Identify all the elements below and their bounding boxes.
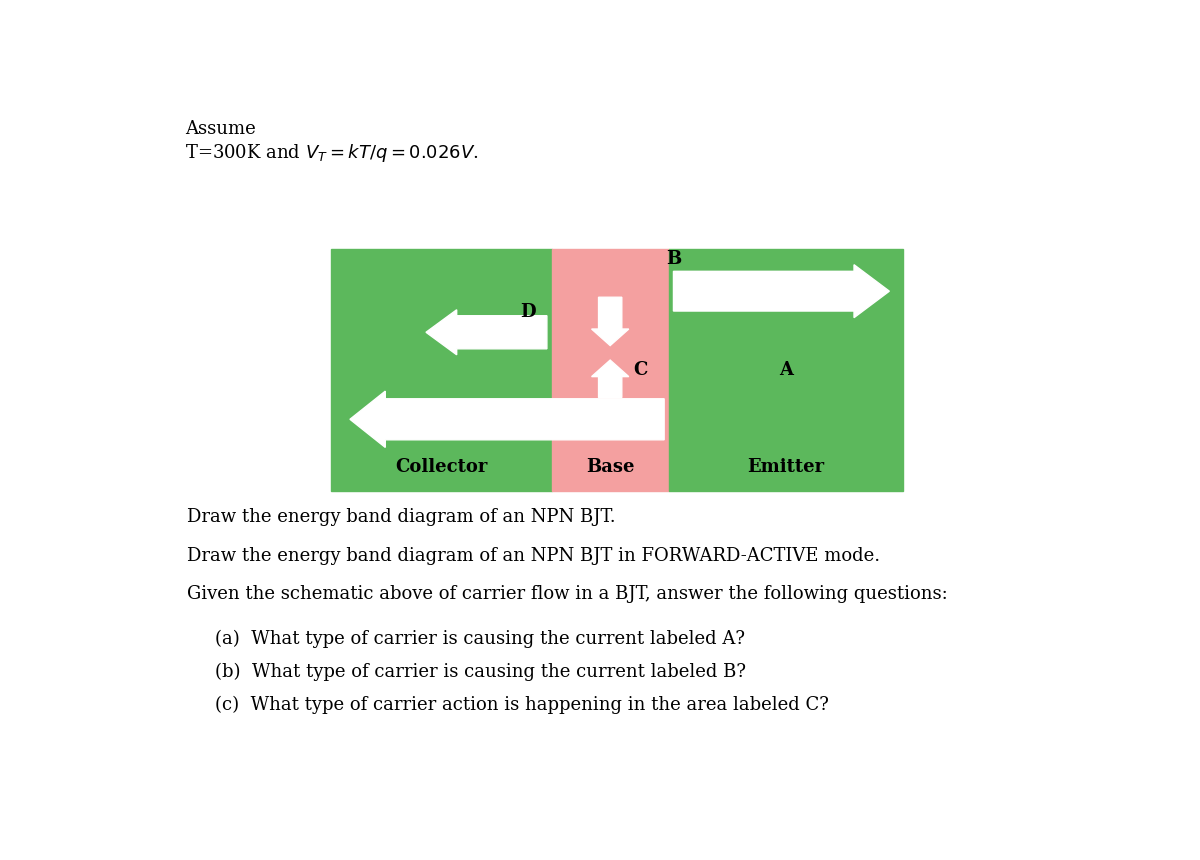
Text: Draw the energy band diagram of an NPN BJT in FORWARD-ACTIVE mode.: Draw the energy band diagram of an NPN B…	[187, 547, 881, 565]
Text: Collector: Collector	[395, 458, 487, 476]
Text: T=300K and $V_T = kT/q = 0.026V$.: T=300K and $V_T = kT/q = 0.026V$.	[185, 142, 479, 163]
Text: Base: Base	[586, 458, 635, 476]
Text: Given the schematic above of carrier flow in a BJT, answer the following questio: Given the schematic above of carrier flo…	[187, 586, 948, 603]
Text: Draw the energy band diagram of an NPN BJT.: Draw the energy band diagram of an NPN B…	[187, 508, 616, 526]
Bar	[331, 249, 552, 490]
FancyArrow shape	[592, 298, 629, 346]
FancyArrow shape	[592, 360, 629, 397]
FancyArrow shape	[673, 265, 889, 317]
Text: (a)  What type of carrier is causing the current labeled A?: (a) What type of carrier is causing the …	[215, 630, 745, 648]
FancyArrow shape	[350, 391, 664, 447]
Text: (c)  What type of carrier action is happening in the area labeled C?: (c) What type of carrier action is happe…	[215, 696, 829, 714]
Text: B: B	[666, 249, 682, 267]
Text: A: A	[779, 360, 793, 378]
FancyArrow shape	[426, 310, 547, 355]
Bar	[668, 249, 904, 490]
Text: D: D	[521, 304, 536, 322]
Bar	[552, 249, 668, 490]
Text: Emitter: Emitter	[748, 458, 824, 476]
Text: (b)  What type of carrier is causing the current labeled B?: (b) What type of carrier is causing the …	[215, 663, 746, 681]
Text: Assume: Assume	[185, 120, 256, 138]
Text: C: C	[634, 360, 648, 378]
